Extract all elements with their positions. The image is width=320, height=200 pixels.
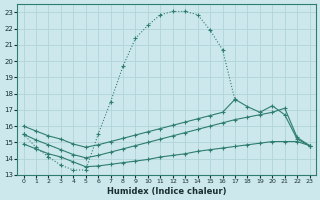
X-axis label: Humidex (Indice chaleur): Humidex (Indice chaleur) [107, 187, 226, 196]
